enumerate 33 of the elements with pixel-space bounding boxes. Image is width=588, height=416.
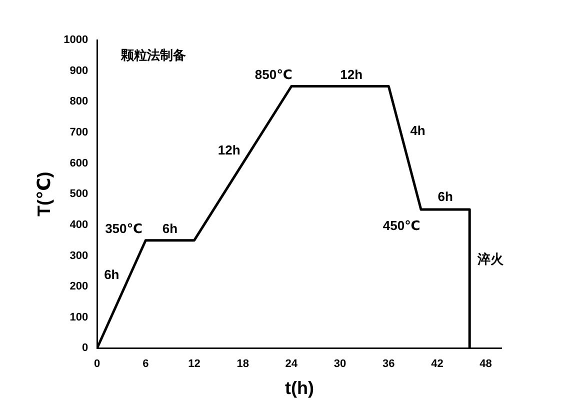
y-axis-title: T(℃) — [34, 172, 54, 216]
annotation: 12h — [218, 142, 240, 158]
annotation: 6h — [162, 221, 178, 236]
y-tick-label: 300 — [70, 250, 88, 262]
x-tick-label: 24 — [285, 358, 298, 370]
annotation: 350℃ — [105, 221, 143, 236]
annotation: 6h — [438, 188, 453, 204]
annotation: 12h — [340, 67, 363, 82]
x-tick-label: 48 — [480, 358, 492, 370]
y-tick-label: 900 — [70, 64, 88, 77]
y-tick-label: 100 — [70, 311, 88, 324]
x-tick-label: 18 — [236, 358, 249, 370]
annotation: 850℃ — [254, 67, 292, 82]
x-tick-label: 12 — [188, 358, 200, 370]
annotation: 450℃ — [382, 218, 420, 234]
text: 颗粒法制备 — [120, 48, 186, 63]
annotation: 4h — [410, 123, 426, 138]
y-tick-label: 800 — [70, 96, 88, 108]
y-tick-label: 600 — [70, 157, 88, 170]
x-tick-label: 30 — [334, 358, 346, 370]
y-tick-label: 0 — [82, 342, 88, 354]
x-tick-label: 36 — [382, 358, 395, 370]
x-tick-label: 0 — [94, 358, 100, 370]
x-axis-title: t(h) — [285, 378, 314, 398]
annotation: 淬火 — [476, 251, 505, 266]
annotation: 6h — [104, 267, 120, 282]
y-tick-label: 200 — [70, 280, 88, 293]
y-tick-label: 1000 — [64, 34, 88, 46]
y-tick-label: 400 — [70, 218, 88, 231]
x-tick-label: 42 — [431, 358, 444, 370]
y-tick-label: 700 — [70, 126, 88, 138]
y-tick-label: 500 — [70, 188, 88, 200]
x-tick-label: 6 — [142, 358, 149, 370]
